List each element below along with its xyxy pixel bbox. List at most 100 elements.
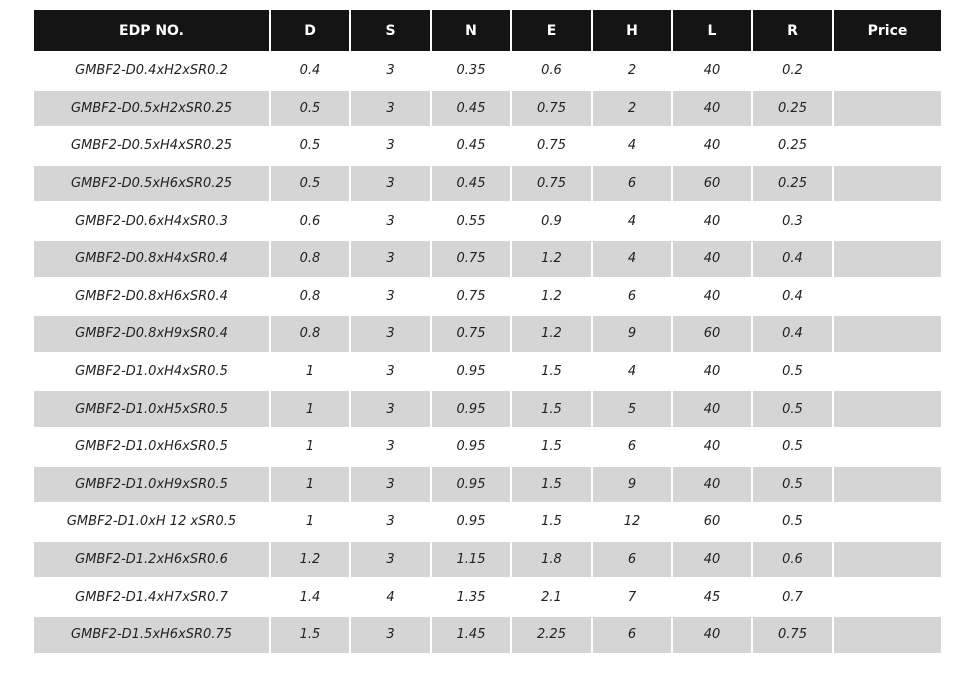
cell-r: 0.5 [751,464,833,504]
cell-d: 0.5 [269,163,350,203]
cell-n: 0.35 [430,51,511,90]
cell-e: 1.2 [510,276,592,316]
cell-d: 1 [269,351,350,391]
cell-r: 0.4 [751,314,833,353]
cell-s: 3 [349,464,431,504]
cell-price [832,351,941,391]
cell-price [832,276,941,316]
cell-n: 0.95 [430,389,511,428]
cell-edp-no: GMBF2-D1.5xH6xSR0.75 [34,614,270,653]
table-row: GMBF2-D0.8xH6xSR0.4 0.8 3 0.75 1.2 6 40 0.4 [34,276,941,316]
cell-edp-no: GMBF2-D1.0xH6xSR0.5 [34,426,270,466]
cell-d: 1 [269,389,350,428]
cell-e: 1.5 [510,426,592,466]
cell-l: 40 [671,389,752,428]
cell-n: 0.95 [430,351,511,391]
cell-price [832,426,941,466]
cell-l: 60 [671,163,752,203]
cell-s: 3 [349,51,431,90]
cell-r: 0.5 [751,389,833,428]
cell-l: 40 [671,351,752,391]
cell-edp-no: GMBF2-D1.0xH5xSR0.5 [34,389,270,428]
cell-l: 40 [671,614,752,653]
cell-n: 0.95 [430,426,511,466]
table-row: GMBF2-D0.8xH4xSR0.4 0.8 3 0.75 1.2 4 40 0.4 [34,238,941,278]
cell-r: 0.6 [751,539,833,579]
cell-edp-no: GMBF2-D0.4xH2xSR0.2 [34,51,270,90]
cell-e: 0.9 [510,201,592,240]
column-header-d: D [269,10,350,52]
table-row: GMBF2-D0.8xH9xSR0.4 0.8 3 0.75 1.2 9 60 0.4 [34,314,941,353]
cell-price [832,614,941,653]
cell-d: 0.8 [269,314,350,353]
cell-d: 1.2 [269,539,350,579]
cell-price [832,389,941,428]
table-row: GMBF2-D1.0xH5xSR0.5 1 3 0.95 1.5 5 40 0.5 [34,389,941,428]
table-row: GMBF2-D0.6xH4xSR0.3 0.6 3 0.55 0.9 4 40 0.3 [34,201,941,240]
cell-h: 2 [591,88,672,128]
cell-edp-no: GMBF2-D0.5xH4xSR0.25 [34,126,270,165]
cell-price [832,88,941,128]
cell-h: 7 [591,577,672,616]
table-row: GMBF2-D0.4xH2xSR0.2 0.4 3 0.35 0.6 2 40 0.2 [34,51,941,90]
cell-l: 40 [671,464,752,504]
cell-e: 1.5 [510,351,592,391]
cell-edp-no: GMBF2-D0.8xH6xSR0.4 [34,276,270,316]
cell-edp-no: GMBF2-D0.8xH4xSR0.4 [34,238,270,278]
cell-l: 40 [671,51,752,90]
cell-edp-no: GMBF2-D0.5xH2xSR0.25 [34,88,270,128]
cell-r: 0.25 [751,163,833,203]
cell-h: 6 [591,614,672,653]
cell-r: 0.7 [751,577,833,616]
cell-s: 3 [349,389,431,428]
cell-n: 0.45 [430,126,511,165]
cell-edp-no: GMBF2-D0.8xH9xSR0.4 [34,314,270,353]
cell-n: 0.95 [430,502,511,541]
cell-s: 3 [349,88,431,128]
column-header-n: N [430,10,511,52]
cell-r: 0.5 [751,426,833,466]
cell-e: 1.2 [510,238,592,278]
cell-r: 0.4 [751,238,833,278]
cell-e: 0.6 [510,51,592,90]
cell-e: 1.5 [510,502,592,541]
cell-r: 0.75 [751,614,833,653]
cell-s: 3 [349,351,431,391]
cell-price [832,126,941,165]
cell-d: 0.5 [269,126,350,165]
table-row: GMBF2-D1.0xH 12 xSR0.5 1 3 0.95 1.5 12 60 0.5 [34,502,941,541]
column-header-l: L [671,10,752,52]
cell-e: 0.75 [510,163,592,203]
cell-n: 1.35 [430,577,511,616]
cell-d: 1.4 [269,577,350,616]
cell-r: 0.25 [751,88,833,128]
cell-e: 1.5 [510,389,592,428]
cell-h: 2 [591,51,672,90]
cell-l: 45 [671,577,752,616]
cell-s: 3 [349,163,431,203]
cell-l: 40 [671,126,752,165]
product-spec-table: EDP NO. D S N E H L R Price GMBF2-D0.4xH2xSR0.2 0… [34,10,941,653]
cell-price [832,163,941,203]
cell-r: 0.5 [751,502,833,541]
cell-d: 0.8 [269,276,350,316]
cell-e: 1.5 [510,464,592,504]
table-row: GMBF2-D1.5xH6xSR0.75 1.5 3 1.45 2.25 6 40 0.75 [34,614,941,653]
cell-d: 0.5 [269,88,350,128]
cell-price [832,577,941,616]
cell-l: 60 [671,314,752,353]
cell-s: 3 [349,426,431,466]
cell-h: 9 [591,314,672,353]
cell-r: 0.5 [751,351,833,391]
cell-l: 60 [671,502,752,541]
cell-edp-no: GMBF2-D0.5xH6xSR0.25 [34,163,270,203]
cell-h: 5 [591,389,672,428]
cell-n: 1.15 [430,539,511,579]
cell-edp-no: GMBF2-D0.6xH4xSR0.3 [34,201,270,240]
cell-h: 12 [591,502,672,541]
cell-r: 0.3 [751,201,833,240]
cell-h: 6 [591,276,672,316]
cell-e: 2.25 [510,614,592,653]
cell-price [832,51,941,90]
cell-h: 4 [591,238,672,278]
